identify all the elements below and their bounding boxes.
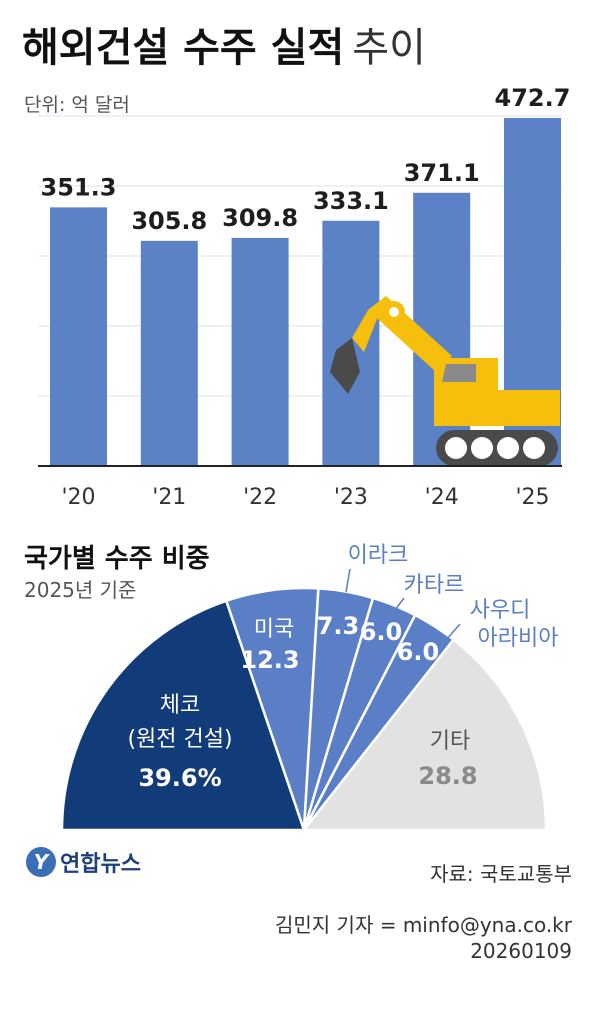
- leader-line: [445, 623, 461, 641]
- logo: Y 연합뉴스: [26, 846, 141, 878]
- slice-value-iraq: 7.3: [317, 612, 360, 640]
- bar-labels: 351.3 305.8 309.8 333.1 371.1 472.7: [41, 84, 571, 235]
- pie-slice: [60, 599, 306, 832]
- x-tick-label: '23: [334, 485, 368, 510]
- bar-value-label: 472.7: [495, 84, 571, 112]
- slice-sub-czech: (원전 건설): [127, 727, 232, 752]
- unit-label: 단위: 억 달러: [24, 94, 130, 116]
- chart-title: 해외건설 수주 실적 추이: [22, 24, 426, 72]
- pie-title: 국가별 수주 비중: [24, 544, 210, 574]
- logo-icon: Y: [26, 847, 56, 877]
- bar-20: [50, 207, 107, 466]
- bar-value-label: 305.8: [131, 207, 207, 235]
- pie-subtitle: 2025년 기준: [24, 578, 137, 602]
- pie-slice: [301, 637, 548, 832]
- slice-value-qatar: 6.0: [360, 618, 403, 646]
- slice-value-usa: 12.3: [240, 646, 299, 674]
- bar-value-label: 371.1: [404, 159, 480, 187]
- credit-date: 20260109: [470, 939, 572, 963]
- excavator-illustration: [330, 296, 560, 466]
- bar-22: [231, 237, 289, 466]
- slice-name-czech: 체코: [160, 693, 200, 718]
- x-tick-label: '20: [61, 485, 95, 510]
- slice-name-qatar: 카타르: [404, 573, 465, 598]
- title-main: 해외건설 수주 실적: [22, 25, 345, 71]
- bar-chart: 351.3 305.8 309.8 333.1 371.1 472.7 '20 '21 '22…: [38, 84, 571, 510]
- slice-name-saudi-1: 사우디: [470, 598, 531, 623]
- x-tick-label: '24: [425, 485, 459, 510]
- source-note: 자료: 국토교통부: [430, 862, 572, 886]
- slice-value-saudi: 6.0: [397, 638, 440, 666]
- leader-line: [391, 597, 405, 615]
- slice-name-usa: 미국: [254, 617, 294, 642]
- slice-name-iraq: 이라크: [348, 543, 409, 568]
- reporter-credit: 김민지 기자 = minfo@yna.co.kr: [275, 913, 572, 937]
- pie-slices: [60, 586, 548, 832]
- x-tick-labels: '20 '21 '22 '23 '24 '25: [61, 485, 549, 510]
- bar-21: [140, 240, 198, 466]
- slice-value-czech: 39.6%: [138, 764, 221, 792]
- slice-name-saudi-2: 아라비아: [478, 626, 559, 651]
- bar-value-label: 351.3: [41, 173, 117, 201]
- logo-text: 연합뉴스: [60, 852, 141, 877]
- title-suffix: 추이: [352, 25, 426, 71]
- x-tick-label: '25: [515, 485, 549, 510]
- bar-value-label: 309.8: [222, 204, 298, 232]
- leader-line: [345, 568, 351, 593]
- slice-value-other: 28.8: [418, 762, 477, 790]
- bar-value-label: 333.1: [313, 187, 389, 215]
- x-tick-label: '22: [243, 485, 277, 510]
- slice-name-other: 기타: [430, 729, 470, 754]
- x-tick-label: '21: [152, 485, 186, 510]
- credit: 김민지 기자 = minfo@yna.co.kr 20260109: [275, 912, 572, 964]
